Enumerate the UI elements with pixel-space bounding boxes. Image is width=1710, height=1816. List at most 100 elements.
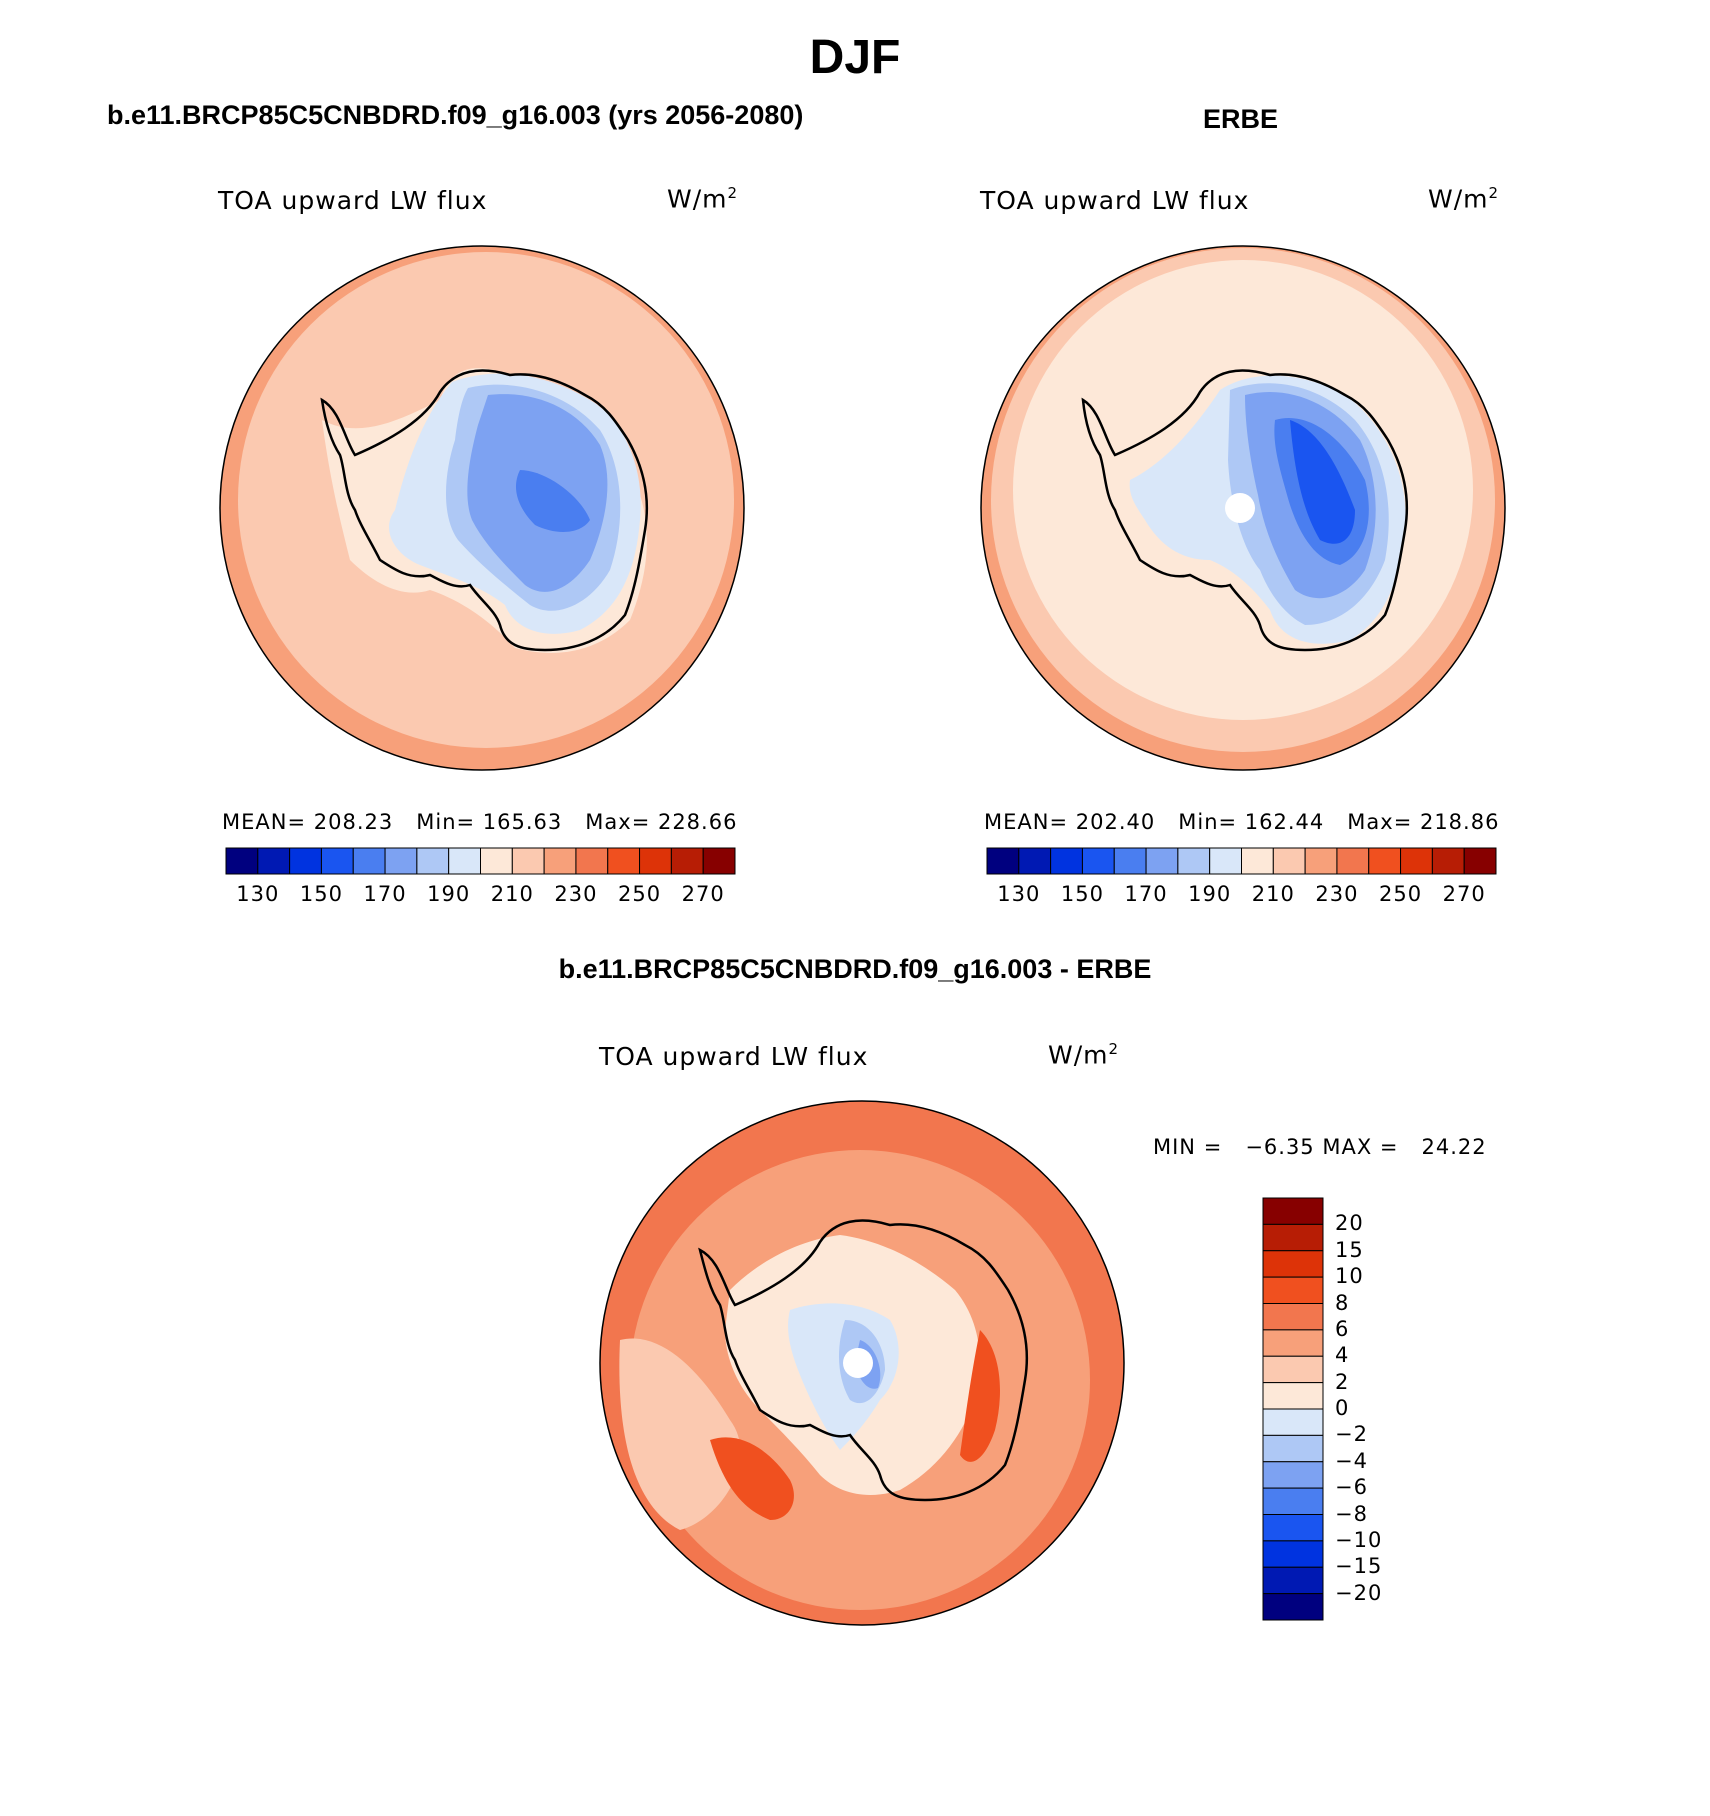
panel1-colorbar-cell — [448, 847, 481, 875]
panel1-colorbar-cell — [257, 847, 291, 875]
panel2-contour-150 — [1290, 420, 1355, 544]
panel2-colorbar-tick-label: 270 — [1442, 882, 1486, 906]
panel1-colorbar-cell — [702, 847, 736, 875]
panel3-colorbar-tick-label: −2 — [1335, 1422, 1368, 1447]
panel2-coastline — [1081, 369, 1409, 652]
panel3-colorbar-tick-label: 15 — [1335, 1237, 1364, 1262]
panel1-colorbar-cell — [384, 847, 418, 875]
panel1-colorbar-cell — [352, 847, 386, 875]
panel3-colorbar-cell — [1262, 1329, 1324, 1357]
panel2-title: ERBE — [1203, 104, 1279, 134]
panel3-contour-warm-ross — [710, 1437, 794, 1520]
panel3-colorbar-cell — [1262, 1303, 1324, 1331]
panel3-stats: MIN = −6.35 MAX = 24.22 — [1153, 1135, 1487, 1159]
panel1-colorbar-tick-label: 270 — [681, 882, 725, 906]
panel1-colorbar-cell — [639, 847, 672, 875]
panel3-colorbar-cell — [1262, 1223, 1324, 1252]
panel3-colorbar-tick-label: 0 — [1335, 1396, 1350, 1420]
panel3-colorbar-cell — [1262, 1540, 1324, 1568]
panel2-colorbar-cell — [1431, 847, 1465, 875]
panel1-colorbar-tick-label: 150 — [299, 882, 343, 906]
panel2-stats: MEAN= 202.40 Min= 162.44 Max= 218.86 — [984, 810, 1500, 834]
panel3-colorbar-cell — [1262, 1514, 1324, 1542]
panel2-colorbar-cell — [1081, 847, 1115, 875]
panel1-colorbar-cell — [225, 847, 259, 875]
panel2-colorbar-tick-label: 150 — [1060, 882, 1104, 906]
panel1-colorbar-tick-label: 210 — [490, 882, 534, 906]
panel3-pole-gap — [843, 1348, 873, 1378]
panel2-colorbar-cell — [986, 847, 1020, 875]
panel3-variable-label: TOA upward LW flux — [599, 1042, 869, 1071]
panel3-colorbar-tick-label: 2 — [1335, 1369, 1350, 1394]
panel3-colorbar-cell — [1262, 1276, 1324, 1304]
panel3-colorbar-tick-label: −4 — [1335, 1448, 1368, 1473]
panel1-colorbar-cell — [416, 847, 450, 875]
panel1-colorbar-cell — [670, 847, 704, 875]
panel1-colorbar-cell — [543, 847, 577, 875]
panel3-patch-west — [619, 1338, 741, 1530]
panel3-colorbar-cell — [1262, 1566, 1324, 1595]
panel3-colorbar-tick-label: 10 — [1335, 1264, 1364, 1289]
panel2-colorbar-cell — [1336, 847, 1370, 875]
panel1-stats: MEAN= 208.23 Min= 165.63 Max= 228.66 — [222, 810, 738, 834]
panel2-colorbar-cell — [1018, 847, 1052, 875]
panel1-colorbar-cell — [511, 847, 545, 875]
panel1-map-border — [219, 245, 745, 771]
panel1-colorbar-cell — [607, 847, 641, 875]
panel2-colorbar-cell — [1304, 847, 1338, 875]
panel1-colorbar-tick-label: 190 — [427, 882, 471, 906]
panel2-units: W/m2 — [1428, 184, 1500, 214]
panel1-coastline — [320, 369, 649, 652]
panel2-colorbar-tick-label: 250 — [1379, 882, 1423, 906]
panel2-colorbar-cell — [1050, 847, 1083, 875]
panel2-colorbar-cell — [1463, 847, 1497, 875]
panel1-colorbar-tick-label: 250 — [618, 882, 662, 906]
panel3-polar-map — [600, 1101, 1124, 1625]
panel1-title: b.e11.BRCP85C5CNBDRD.f09_g16.003 (yrs 20… — [107, 100, 804, 130]
panel3-colorbar-cell — [1262, 1408, 1324, 1436]
panel2-colorbar-cell — [1400, 847, 1433, 875]
panel3-colorbar-tick-label: −6 — [1335, 1475, 1368, 1500]
panel3-colorbar-tick-label: 20 — [1335, 1211, 1364, 1236]
panel3-colorbar-cell — [1262, 1593, 1324, 1621]
panel2-colorbar-cell — [1177, 847, 1211, 875]
panel1-contour-160 — [515, 470, 590, 532]
panel1-colorbar — [225, 847, 736, 875]
panel1-variable-label: TOA upward LW flux — [218, 186, 488, 215]
panel3-colorbar — [1262, 1197, 1324, 1621]
panel3-colorbar-cell — [1262, 1434, 1324, 1463]
panel3-colorbar-tick-label: −10 — [1335, 1527, 1383, 1552]
panel3-colorbar-cell — [1262, 1355, 1324, 1384]
panel2-colorbar-cell — [1368, 847, 1402, 875]
panel2-colorbar-tick-label: 210 — [1251, 882, 1295, 906]
panel1-colorbar-tick-label: 130 — [236, 882, 280, 906]
panel2-colorbar-cell — [1272, 847, 1306, 875]
panel2-map-border — [980, 245, 1506, 771]
panel1-colorbar-tick-label: 170 — [363, 882, 407, 906]
panel1-colorbar-cell — [320, 847, 354, 875]
panel3-colorbar-cell — [1262, 1197, 1324, 1225]
panel3-colorbar-tick-label: 8 — [1335, 1290, 1350, 1315]
panel3-colorbar-tick-label: 6 — [1335, 1316, 1350, 1341]
figure-title: DJF — [809, 31, 901, 84]
panel3-colorbar-tick-label: −8 — [1335, 1501, 1368, 1526]
panel3-map-border — [599, 1100, 1125, 1626]
panel2-colorbar-cell — [1113, 847, 1147, 875]
panel2-colorbar-tick-label: 130 — [997, 882, 1041, 906]
panel2-colorbar-cell — [1241, 847, 1274, 875]
panel2-pole-gap — [1225, 493, 1255, 523]
panel3-colorbar-tick-label: 4 — [1335, 1343, 1350, 1368]
panel3-colorbar-tick-label: −20 — [1335, 1580, 1383, 1605]
panel1-polar-map — [220, 246, 744, 770]
panel3-colorbar-cell — [1262, 1250, 1324, 1278]
panel1-colorbar-tick-label: 230 — [554, 882, 598, 906]
panel3-colorbar-cell — [1262, 1382, 1324, 1410]
panel3-coastline — [698, 1219, 1029, 1502]
panel2-polar-map — [981, 246, 1505, 770]
panel1-units: W/m2 — [667, 184, 739, 214]
panel1-colorbar-cell — [289, 847, 322, 875]
panel3-colorbar-tick-label: −15 — [1335, 1554, 1383, 1579]
panel3-colorbar-cell — [1262, 1487, 1324, 1515]
panel2-colorbar — [986, 847, 1497, 875]
